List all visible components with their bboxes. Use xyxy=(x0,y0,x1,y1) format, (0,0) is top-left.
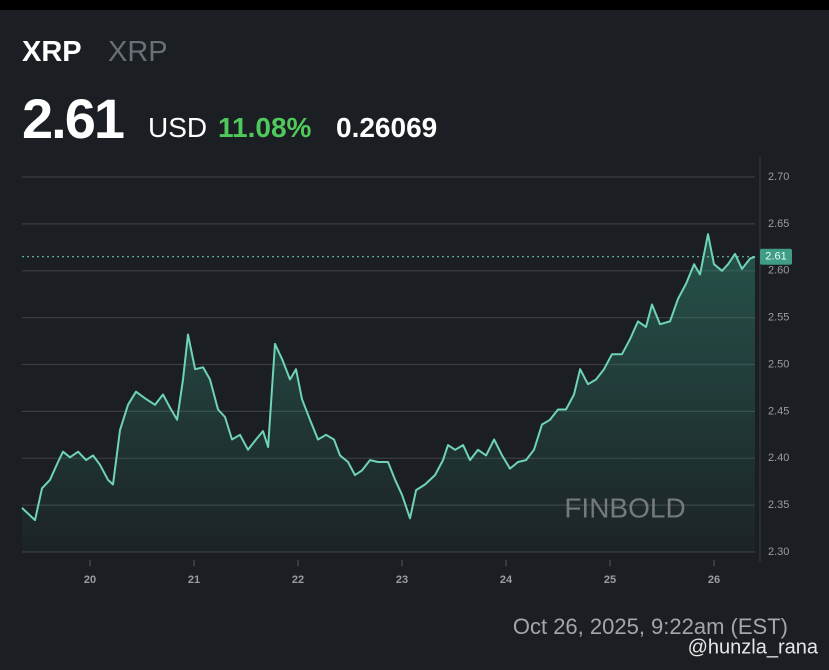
x-tick-label: 21 xyxy=(188,574,200,586)
x-tick-label: 26 xyxy=(708,574,720,586)
last-price-label: 2.61 xyxy=(765,251,786,263)
change-percent: 11.08% xyxy=(218,112,312,143)
x-tick-label: 25 xyxy=(604,574,616,586)
asset-name: XRP xyxy=(108,36,168,68)
price: 2.61 xyxy=(22,87,125,150)
y-tick-label: 2.55 xyxy=(768,312,789,324)
symbol: XRP xyxy=(22,36,82,68)
timestamp: Oct 26, 2025, 9:22am (EST) xyxy=(513,614,788,639)
x-tick-label: 23 xyxy=(396,574,408,586)
top-bar xyxy=(0,0,829,10)
y-tick-label: 2.65 xyxy=(768,218,789,230)
last-price-box xyxy=(760,248,792,265)
y-tick-label: 2.35 xyxy=(768,499,789,511)
price-line xyxy=(21,233,756,522)
watermark: FINBOLD xyxy=(564,492,685,523)
y-tick-label: 2.40 xyxy=(768,452,789,464)
y-tick-label: 2.45 xyxy=(768,405,789,417)
y-tick-label: 2.70 xyxy=(768,171,789,183)
x-tick-label: 22 xyxy=(292,574,304,586)
currency: USD xyxy=(148,112,208,143)
credit: @hunzla_rana xyxy=(688,636,819,658)
y-tick-label: 2.30 xyxy=(768,546,789,558)
x-tick-label: 24 xyxy=(500,574,513,586)
change-value: 0.26069 xyxy=(336,112,438,143)
area xyxy=(22,234,755,552)
x-tick-label: 20 xyxy=(84,574,96,586)
y-tick-label: 2.60 xyxy=(768,265,789,277)
y-tick-label: 2.50 xyxy=(768,358,789,370)
